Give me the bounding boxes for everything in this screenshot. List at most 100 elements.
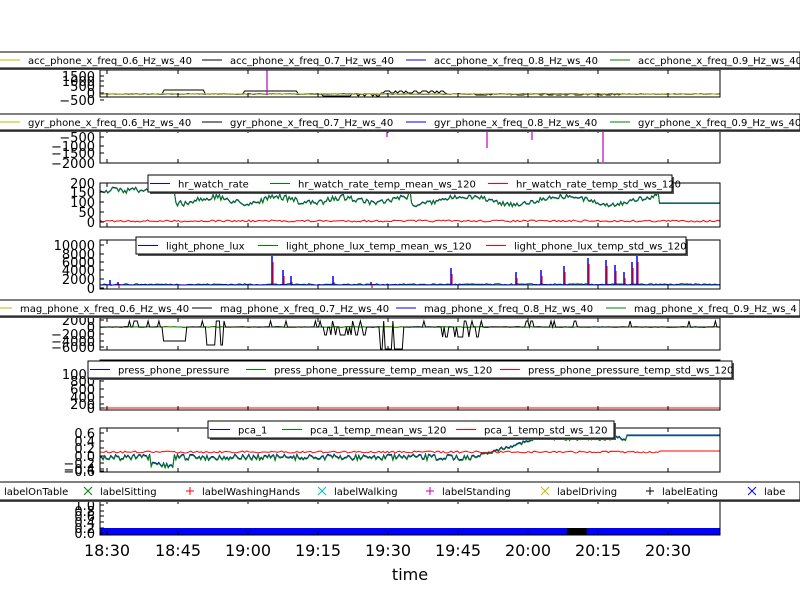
legend-label: labelStanding <box>442 487 511 498</box>
y-tick-label: 0.2 <box>74 442 95 457</box>
series-line <box>100 434 720 469</box>
legend-label: gyr_phone_x_freq_0.7_Hz_ws_40 <box>230 118 393 129</box>
series-line <box>100 283 720 286</box>
legend-box <box>0 51 800 69</box>
y-tick-label: 500 <box>70 80 95 95</box>
y-tick-label: −0.6 <box>63 465 95 480</box>
y-tick-label: 1000 <box>62 368 95 383</box>
y-tick-label: 0 <box>87 87 95 102</box>
x-tick-label: 20:00 <box>505 541 551 560</box>
legend-label: gyr_phone_x_freq_0.9_Hz_ws_40 <box>638 118 800 129</box>
legend-box <box>0 113 800 131</box>
panel-pca: 0.60.40.20.0−0.2−0.4−0.6 pca_1 pca_1_temp_… <box>63 420 721 480</box>
x-tick-label: 18:30 <box>84 541 130 560</box>
legend-label: acc_phone_x_freq_0.8_Hz_ws_40 <box>434 56 598 67</box>
y-tick-label: 0 <box>87 402 95 417</box>
panel-traces <box>100 528 720 535</box>
x-tick-label: 20:30 <box>645 541 691 560</box>
legend-label: labelSitting <box>100 487 157 498</box>
series-line <box>100 89 720 97</box>
y-tick-label: 400 <box>70 391 95 406</box>
y-tick-label: −1500 <box>51 147 95 162</box>
legend-label: labelWashingHands <box>202 487 300 498</box>
y-tick-label: −500 <box>59 94 95 109</box>
x-tick-label: 19:00 <box>225 541 271 560</box>
series-line <box>100 450 720 454</box>
legend-box <box>0 481 800 501</box>
y-tick-label: 150 <box>70 186 95 201</box>
legend-label: press_phone_pressure <box>118 366 229 377</box>
label-band <box>567 528 587 535</box>
y-tick-label: 0.8 <box>74 505 95 520</box>
y-tick-label: 0.6 <box>74 510 95 525</box>
legend-label: press_phone_pressure_temp_mean_ws_120 <box>274 366 492 377</box>
legend-label: labelEating <box>662 487 718 498</box>
y-tick-label: 4000 <box>62 264 95 279</box>
legend-label: mag_phone_x_freq_0.8_Hz_ws_40 <box>424 304 593 315</box>
y-tick-label: 50 <box>78 206 95 221</box>
y-tick-label: 0.0 <box>74 527 95 542</box>
y-tick-label: 0.2 <box>74 522 95 537</box>
x-tick-label: 19:45 <box>435 541 481 560</box>
legend-label: press_phone_pressure_temp_std_ws_120 <box>528 366 733 377</box>
panel-traces <box>100 434 720 470</box>
x-tick-label: 19:15 <box>295 541 341 560</box>
legend-label: labelWalking <box>334 487 398 498</box>
legend-label: light_phone_lux_temp_std_ws_120 <box>514 242 687 253</box>
legend-label: labelOnTable <box>4 487 68 498</box>
legend-box <box>87 360 733 379</box>
legend-label: light_phone_lux_temp_mean_ws_120 <box>286 242 472 253</box>
legend-label: light_phone_lux <box>166 242 245 253</box>
y-tick-label: 800 <box>70 375 95 390</box>
panel-traces <box>100 70 720 97</box>
y-tick-label: −1000 <box>51 140 95 155</box>
y-tick-label: 600 <box>70 383 95 398</box>
legend-label: acc_phone_x_freq_0.9_Hz_ws_40 <box>638 56 800 67</box>
legend-marker <box>186 487 194 495</box>
y-tick-label: 6000 <box>62 256 95 271</box>
panel-traces <box>100 256 720 288</box>
y-tick-label: 1500 <box>62 70 95 85</box>
y-tick-label: 0 <box>87 216 95 231</box>
x-tick-label: 20:15 <box>575 541 621 560</box>
y-tick-label: 100 <box>70 196 95 211</box>
y-tick-label: 200 <box>70 177 95 192</box>
x-tick-label: 18:45 <box>155 541 201 560</box>
legend-label: labelDriving <box>557 487 617 498</box>
legend-box <box>135 236 687 255</box>
y-tick-label: 200 <box>70 398 95 413</box>
x-axis-label: time <box>392 565 428 584</box>
legend-box <box>207 420 615 439</box>
axes-frame <box>99 128 721 164</box>
y-tick-label: 10000 <box>54 239 95 254</box>
y-tick-label: −2000 <box>51 157 95 172</box>
y-tick-label: −6000 <box>51 341 95 356</box>
y-tick-label: 1000 <box>62 75 95 90</box>
legend-label: gyr_phone_x_freq_0.8_Hz_ws_40 <box>434 118 597 129</box>
legend-marker <box>747 486 757 496</box>
series-line <box>100 435 720 470</box>
y-tick-label: −0.4 <box>63 463 95 478</box>
y-tick-label: 0.6 <box>74 427 95 442</box>
legend-marker <box>317 486 327 496</box>
legend-label: hr_watch_rate <box>178 180 249 191</box>
legend-label: acc_phone_x_freq_0.6_Hz_ws_40 <box>28 56 192 67</box>
y-tick-label: 0 <box>87 282 95 297</box>
legend-marker <box>646 487 654 495</box>
y-tick-label: 0.4 <box>74 516 95 531</box>
legend-label: pca_1 <box>238 426 267 437</box>
legend-label: acc_phone_x_freq_0.7_Hz_ws_40 <box>230 56 394 67</box>
legend-marker <box>83 486 93 496</box>
legend-label: hr_watch_rate_temp_mean_ws_120 <box>298 180 476 191</box>
legend-label: mag_phone_x_freq_0.6_Hz_ws_40 <box>20 304 189 315</box>
y-tick-label: −4000 <box>51 335 95 350</box>
series-line <box>100 219 720 223</box>
y-tick-label: −2000 <box>51 328 95 343</box>
y-tick-label: −500 <box>59 131 95 146</box>
panel-gyr: −500−1000−1500−2000 gyr_phone_x_freq_0.6_… <box>0 113 800 172</box>
x-tick-label: 19:30 <box>365 541 411 560</box>
